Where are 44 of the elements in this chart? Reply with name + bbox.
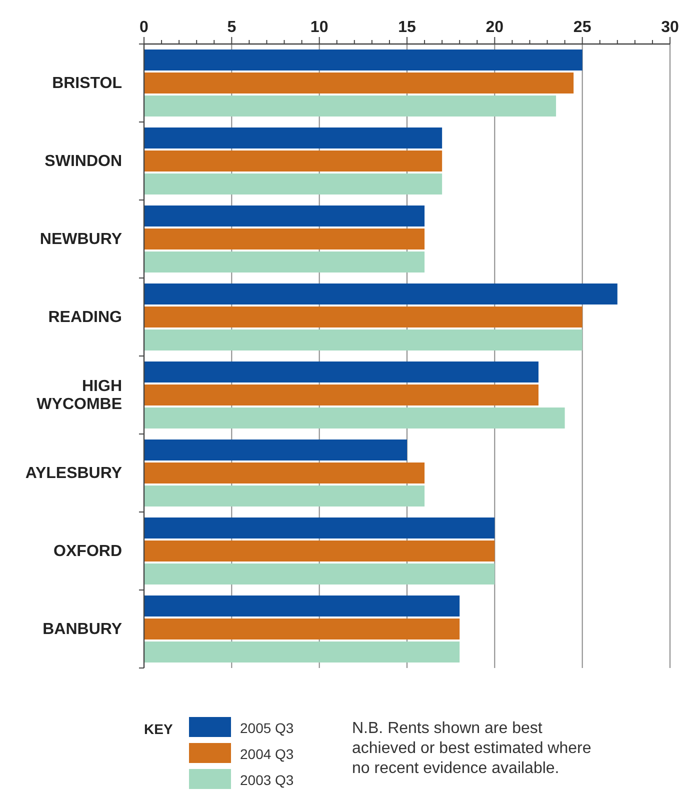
bar: [144, 564, 495, 584]
x-tick-label: 30: [661, 19, 679, 36]
bar: [144, 306, 582, 328]
bar: [144, 252, 425, 272]
bar: [144, 440, 407, 460]
x-tick-label: 25: [573, 19, 592, 36]
bar: [144, 150, 442, 172]
bar: [144, 642, 460, 662]
bar: [144, 128, 442, 148]
y-tick-label: OXFORD: [54, 543, 122, 560]
bar: [144, 384, 538, 406]
bar: [144, 486, 425, 506]
legend-title: KEY: [144, 721, 174, 737]
bar: [144, 228, 425, 250]
bar: [144, 408, 565, 428]
legend-label: 2004 Q3: [240, 746, 294, 762]
bar: [144, 96, 556, 116]
bar: [144, 206, 425, 226]
y-tick-label: HIGH WYCOMBE: [36, 378, 122, 413]
bar: [144, 330, 582, 350]
bar: [144, 50, 582, 70]
bar: [144, 174, 442, 194]
x-tick-label: 0: [140, 19, 149, 36]
legend-label: 2005 Q3: [240, 720, 294, 736]
bar: [144, 518, 495, 538]
bar: [144, 284, 618, 304]
y-tick-label: SWINDON: [44, 153, 122, 170]
y-tick-label: BANBURY: [42, 621, 122, 638]
y-tick-label: NEWBURY: [40, 231, 122, 248]
x-tick-label: 20: [486, 19, 504, 36]
x-tick-label: 10: [310, 19, 328, 36]
bar: [144, 72, 574, 94]
x-tick-label: 15: [398, 19, 416, 36]
bar: [144, 540, 495, 562]
bar: [144, 618, 460, 640]
y-tick-label: READING: [48, 309, 122, 326]
text: N.B. Rents shown are best achieved or best estimated where no recent evidence available.: [352, 720, 592, 777]
y-tick-label: AYLESBURY: [25, 465, 122, 482]
bar: [144, 362, 538, 382]
bar: [144, 462, 425, 484]
legend-label: 2003 Q3: [240, 772, 294, 788]
x-tick-label: 5: [227, 19, 236, 36]
bar: [144, 596, 460, 616]
y-tick-label: BRISTOL: [52, 75, 122, 92]
